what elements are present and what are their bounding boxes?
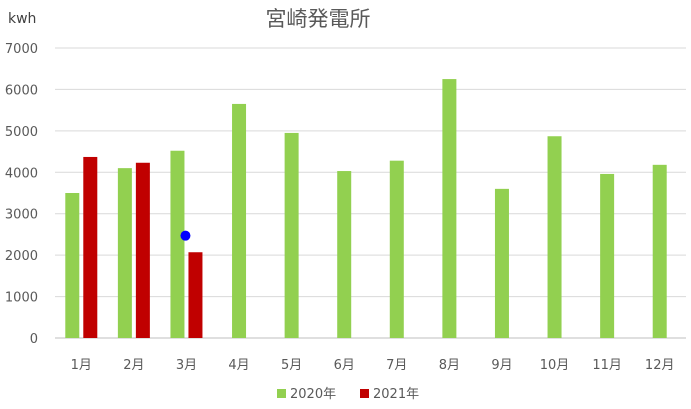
y-axis-unit-label: kwh bbox=[8, 11, 36, 27]
x-tick-label: 10月 bbox=[540, 358, 570, 373]
y-tick-label: 2000 bbox=[5, 249, 38, 264]
y-tick-label: 6000 bbox=[5, 83, 38, 98]
bar-2020-10 bbox=[547, 136, 562, 338]
legend-label-1: 2021年 bbox=[373, 387, 419, 402]
y-tick-label: 5000 bbox=[5, 125, 38, 140]
legend-label-0: 2020年 bbox=[290, 387, 336, 402]
y-axis-ticks: 0 1000 2000 3000 4000 5000 6000 7000 bbox=[5, 42, 38, 347]
y-tick-label: 3000 bbox=[5, 208, 38, 223]
x-tick-label: 4月 bbox=[228, 358, 249, 373]
x-tick-label: 9月 bbox=[491, 358, 512, 373]
marker-point-1 bbox=[180, 230, 191, 241]
bar-2020-3 bbox=[170, 150, 185, 338]
x-tick-label: 12月 bbox=[645, 358, 675, 373]
legend-swatch-1 bbox=[360, 389, 369, 398]
bars bbox=[65, 79, 667, 339]
bar-2020-7 bbox=[389, 160, 404, 338]
bar-2020-2 bbox=[117, 168, 132, 338]
bar-2020-8 bbox=[442, 79, 457, 339]
bar-2020-11 bbox=[600, 173, 615, 338]
legend-swatch-0 bbox=[277, 389, 286, 398]
bar-2021-3 bbox=[188, 252, 203, 338]
bar-2020-5 bbox=[284, 132, 299, 338]
bar-2021-1 bbox=[83, 156, 98, 338]
y-tick-label: 7000 bbox=[5, 42, 38, 57]
x-tick-label: 2月 bbox=[123, 358, 144, 373]
bar-2020-4 bbox=[232, 103, 247, 338]
x-tick-label: 6月 bbox=[334, 358, 355, 373]
legend: 2020年 2021年 bbox=[277, 387, 419, 402]
gridlines bbox=[55, 47, 686, 339]
y-tick-label: 0 bbox=[30, 332, 38, 347]
x-tick-label: 11月 bbox=[592, 358, 622, 373]
chart-title: 宮崎発電所 bbox=[266, 7, 371, 31]
bar-2020-6 bbox=[337, 171, 352, 338]
x-axis-ticks: 1月 2月 3月 4月 5月 6月 7月 8月 9月 10月 11月 12月 bbox=[71, 358, 675, 373]
bar-2020-9 bbox=[494, 188, 509, 338]
y-tick-label: 1000 bbox=[5, 291, 38, 306]
x-tick-label: 8月 bbox=[439, 358, 460, 373]
markers bbox=[180, 230, 191, 241]
x-tick-label: 3月 bbox=[176, 358, 197, 373]
x-tick-label: 7月 bbox=[386, 358, 407, 373]
bar-2020-1 bbox=[65, 193, 80, 338]
bar-2020-12 bbox=[652, 164, 667, 338]
x-tick-label: 5月 bbox=[281, 358, 302, 373]
x-tick-label: 1月 bbox=[71, 358, 92, 373]
y-tick-label: 4000 bbox=[5, 166, 38, 181]
bar-2021-2 bbox=[135, 162, 150, 338]
